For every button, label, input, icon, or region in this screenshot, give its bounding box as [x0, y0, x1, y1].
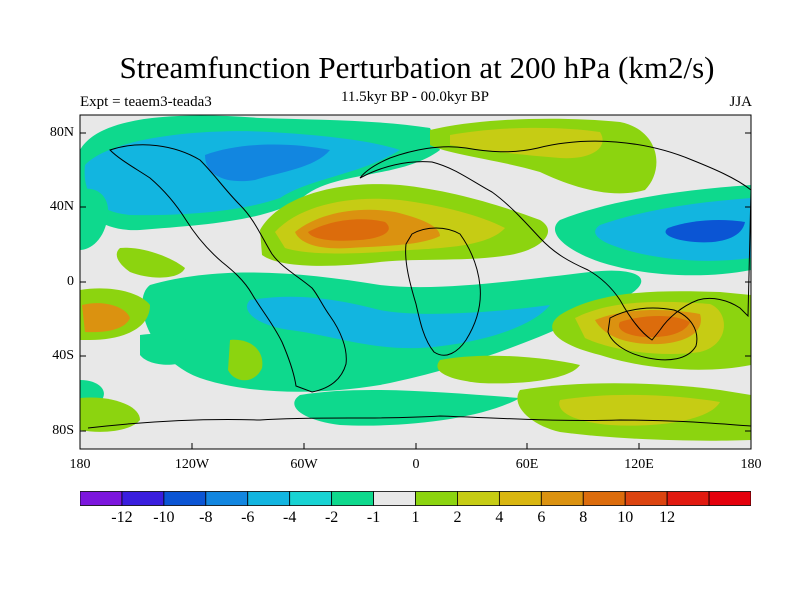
map-title: Streamfunction Perturbation at 200 hPa (… — [119, 50, 715, 85]
contour-positive-australia-core — [618, 316, 690, 338]
colorbar-label: -8 — [199, 509, 213, 526]
x-tick-60e: 60E — [515, 457, 539, 472]
y-tick-40n: 40N — [49, 199, 74, 214]
colorbar-label: 12 — [659, 509, 676, 526]
contour-negative-south-atlantic — [246, 296, 551, 349]
contour-positive-northeast-pacific — [116, 247, 185, 278]
colorbar-box — [708, 491, 751, 506]
coastlines — [87, 140, 751, 429]
contour-negative-south-ocean — [294, 389, 520, 426]
colorbar — [80, 491, 751, 506]
x-tick-180-right: 180 — [740, 457, 762, 472]
x-tick-180-left: 180 — [69, 457, 91, 472]
colorbar-box — [205, 491, 249, 506]
contour-negative-north-pacific — [80, 188, 109, 250]
colorbar-label: -1 — [366, 509, 381, 526]
colorbar-box — [540, 491, 584, 506]
colorbar-label: 10 — [617, 509, 634, 526]
colorbar-label: 8 — [579, 509, 588, 526]
contour-negative-arctic-deep — [205, 144, 330, 182]
colorbar-label: 1 — [411, 509, 420, 526]
period-label: 11.5kyr BP - 00.0kyr BP — [340, 89, 490, 105]
axis-ticks — [80, 132, 751, 449]
colorbar-box — [289, 491, 333, 506]
contour-positive-southwest — [80, 397, 140, 432]
colorbar-box — [373, 491, 416, 506]
x-tick-60w: 60W — [290, 457, 318, 472]
experiment-label: Expt = teaem3-teada3 — [80, 94, 212, 110]
contour-positive-south-pacific-core — [559, 394, 720, 426]
colorbar-label: 2 — [453, 509, 462, 526]
colorbar-box — [582, 491, 626, 506]
colorbar-box — [498, 491, 542, 506]
contour-negative-south-pacific — [140, 333, 196, 365]
colorbar-box — [415, 491, 458, 506]
contour-positive-atlantic-core — [308, 219, 389, 241]
colorbar-label: -4 — [283, 509, 297, 526]
colorbar-label: -6 — [241, 509, 255, 526]
colorbar-box — [163, 491, 207, 506]
x-tick-120w: 120W — [174, 457, 210, 472]
y-tick-0: 0 — [67, 274, 74, 289]
y-tick-80s: 80S — [52, 423, 74, 438]
colorbar-box — [666, 491, 710, 506]
x-tick-120e: 120E — [624, 457, 654, 472]
colorbar-box — [457, 491, 500, 506]
contour-fields — [80, 115, 751, 441]
colorbar-label: -10 — [153, 509, 175, 526]
colorbar-box — [247, 491, 291, 506]
season-label: JJA — [729, 94, 752, 110]
contour-positive-east-pacific-core — [82, 303, 130, 333]
y-tick-80n: 80N — [49, 125, 74, 140]
x-tick-0: 0 — [412, 457, 420, 472]
colorbar-label: 6 — [537, 509, 546, 526]
colorbar-box — [80, 491, 123, 506]
colorbar-box — [624, 491, 668, 506]
contour-positive-south-america — [228, 339, 263, 381]
colorbar-box — [121, 491, 165, 506]
colorbar-label: 4 — [495, 509, 504, 526]
y-tick-40s: 40S — [52, 348, 74, 363]
colorbar-label: -12 — [111, 509, 133, 526]
contour-positive-south-atlantic-ridge — [437, 355, 580, 384]
contour-positive-north-atlantic-core — [450, 127, 603, 159]
contour-negative-asia-deep — [665, 220, 745, 243]
colorbar-box — [331, 491, 374, 506]
colorbar-label: -2 — [324, 509, 339, 526]
